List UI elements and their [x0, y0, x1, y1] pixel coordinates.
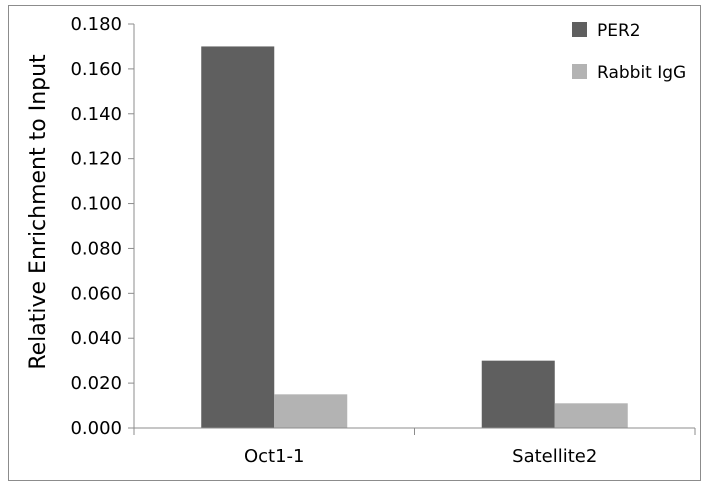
axes: [133, 24, 696, 435]
y-tick-label: 0.180: [70, 14, 122, 35]
chart-frame: [8, 5, 701, 481]
bar-per2-satellite2: [481, 360, 555, 428]
y-tick-label: 0.140: [70, 104, 122, 125]
legend-label: Rabbit IgG: [597, 63, 686, 83]
bar-rabbit-igg-satellite2: [554, 403, 628, 428]
y-tick-label: 0.160: [70, 59, 122, 80]
y-axis-ticks: 0.000 0.020 0.040 0.060 0.080 0.100 0.120 0.140…: [70, 14, 134, 439]
y-tick-label: 0.040: [70, 328, 122, 349]
bar-rabbit-igg-oct1-1: [274, 394, 348, 428]
y-tick-label: 0.000: [70, 418, 122, 439]
x-category-label: Satellite2: [512, 446, 597, 467]
y-tick-label: 0.060: [70, 283, 122, 304]
legend-swatch: [572, 64, 587, 79]
y-tick-label: 0.080: [70, 238, 122, 259]
legend-label: PER2: [597, 21, 641, 41]
y-tick-label: 0.120: [70, 149, 122, 170]
y-tick-label: 0.020: [70, 373, 122, 394]
legend: PER2 Rabbit IgG: [572, 21, 686, 83]
legend-swatch: [572, 22, 587, 37]
y-axis-title: Relative Enrichment to Input: [26, 54, 51, 370]
x-axis-categories: Oct1-1 Satellite2: [244, 446, 597, 467]
x-category-label: Oct1-1: [244, 446, 305, 467]
y-tick-label: 0.100: [70, 194, 122, 215]
bars: [201, 46, 628, 428]
bar-per2-oct1-1: [201, 46, 275, 428]
